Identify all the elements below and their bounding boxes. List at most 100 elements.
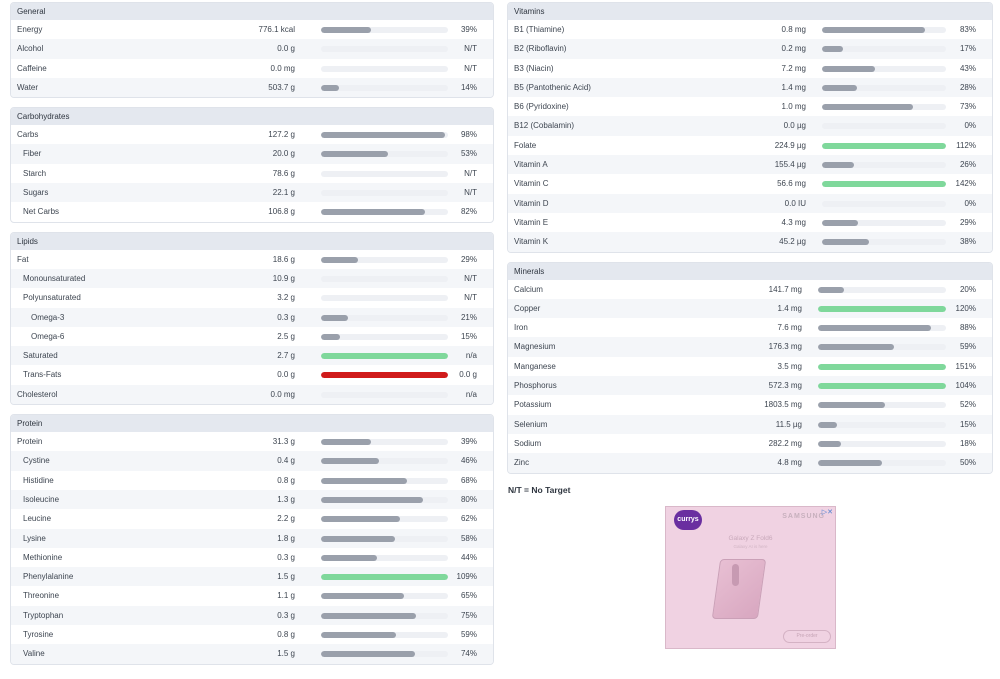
nutrient-row-vitamin-e: Vitamin E 4.3 mg 29% <box>508 213 992 232</box>
nutrient-row-net-carbs: Net Carbs 106.8 g 82% <box>11 202 493 221</box>
progress-bar <box>822 65 946 72</box>
nutrient-name: B3 (Niacin) <box>514 63 554 73</box>
nutrient-row-sodium: Sodium 282.2 mg 18% <box>508 434 992 453</box>
nutrient-row-omega-3: Omega-3 0.3 g 21% <box>11 307 493 327</box>
nutrient-row-tryptophan: Tryptophan 0.3 g 75% <box>11 605 493 626</box>
nutrient-amount: 3.5 mg <box>777 361 802 371</box>
progress-bar <box>818 325 946 332</box>
nutrient-name: Fiber <box>23 149 42 159</box>
nutrient-percent: 44% <box>460 552 477 562</box>
nutrient-amount: 1.0 mg <box>781 102 806 112</box>
nutrient-name: Threonine <box>23 591 60 601</box>
nutrient-amount: 0.0 IU <box>784 198 806 208</box>
nutrient-name: Potassium <box>514 400 552 410</box>
progress-fill <box>321 372 448 379</box>
nutrient-name: Cystine <box>23 456 50 466</box>
nutrient-name: Omega-3 <box>31 312 65 322</box>
progress-fill <box>818 460 882 467</box>
nutrient-amount: 4.3 mg <box>781 217 806 227</box>
progress-fill <box>321 27 371 33</box>
nutrient-percent: N/T <box>464 273 477 283</box>
nutrient-percent: 142% <box>955 179 976 189</box>
progress-bar <box>822 162 946 169</box>
nutrient-amount: 45.2 µg <box>779 237 806 247</box>
nutrient-row-fiber: Fiber 20.0 g 53% <box>11 144 493 164</box>
progress-fill <box>818 383 946 390</box>
no-target-note: N/T = No Target <box>508 485 571 495</box>
nutrient-row-leucine: Leucine 2.2 g 62% <box>11 509 493 528</box>
nutrient-percent: 112% <box>956 140 976 150</box>
nutrient-name: Monounsaturated <box>23 273 86 283</box>
progress-bar <box>321 353 448 360</box>
progress-bar <box>822 104 946 111</box>
progress-bar <box>818 286 946 293</box>
adchoices-icon[interactable]: ▷✕ <box>821 509 833 516</box>
progress-fill <box>818 363 946 370</box>
nutrient-name: B1 (Thiamine) <box>514 25 565 34</box>
nutrient-amount: 0.8 g <box>277 630 295 640</box>
nutrient-percent: 59% <box>460 630 477 640</box>
nutrient-name: Histidine <box>23 475 54 485</box>
progress-bar <box>321 574 448 581</box>
nutrient-name: Alcohol <box>17 44 44 54</box>
minerals-header: Minerals <box>508 262 992 280</box>
nutrient-row-b5-pantothenic-acid: B5 (Pantothenic Acid) 1.4 mg 28% <box>508 77 992 98</box>
nutrient-row-caffeine: Caffeine 0.0 mg N/T <box>11 59 493 78</box>
nutrient-name: Trans-Fats <box>23 370 62 380</box>
progress-bar <box>321 84 448 91</box>
currys-logo[interactable]: currys <box>674 510 702 530</box>
nutrient-name: B12 (Cobalamin) <box>514 121 575 131</box>
nutrient-amount: 224.9 µg <box>774 140 806 150</box>
nutrient-percent: 15% <box>460 331 477 341</box>
progress-fill <box>321 256 358 263</box>
progress-bar <box>818 383 946 390</box>
progress-bar <box>321 535 448 542</box>
advertisement[interactable]: currys SAMSUNG ▷✕ Galaxy Z Fold6 Galaxy … <box>665 506 836 649</box>
nutrient-percent: n/a <box>465 351 477 361</box>
nutrient-row-alcohol: Alcohol 0.0 g N/T <box>11 39 493 59</box>
nutrient-row-b12-cobalamin: B12 (Cobalamin) 0.0 µg 0% <box>508 116 992 136</box>
nutrient-percent: 52% <box>959 400 976 410</box>
progress-bar <box>822 46 946 53</box>
nutrient-name: Caffeine <box>17 63 47 73</box>
nutrient-percent: N/T <box>464 44 477 54</box>
nutrient-name: Energy <box>17 25 43 34</box>
progress-fill <box>321 632 396 639</box>
nutrient-percent: 120% <box>955 303 976 313</box>
progress-fill <box>822 104 913 111</box>
nutrient-amount: 7.2 mg <box>781 63 806 73</box>
progress-bar <box>822 84 946 91</box>
nutrient-name: B6 (Pyridoxine) <box>514 102 569 112</box>
nutrient-row-manganese: Manganese 3.5 mg 151% <box>508 357 992 376</box>
nutrient-percent: 73% <box>959 102 976 112</box>
progress-fill <box>321 84 339 91</box>
nutrient-row-polyunsaturated: Polyunsaturated 3.2 g N/T <box>11 288 493 307</box>
nutrient-amount: 11.5 µg <box>775 419 802 429</box>
progress-fill <box>822 46 844 53</box>
nutrient-amount: 1.3 g <box>277 494 295 504</box>
progress-bar <box>822 123 946 130</box>
nutrient-percent: 50% <box>959 458 976 468</box>
progress-fill <box>321 132 446 139</box>
progress-bar <box>321 27 448 33</box>
nutrient-row-starch: Starch 78.6 g N/T <box>11 164 493 183</box>
nutrient-amount: 1803.5 mg <box>764 400 802 410</box>
nutrient-row-protein: Protein 31.3 g 39% <box>11 432 493 451</box>
nutrient-row-sugars: Sugars 22.1 g N/T <box>11 183 493 203</box>
nutrient-percent: 53% <box>460 149 477 159</box>
nutrient-percent: 98% <box>460 130 477 140</box>
progress-bar <box>321 46 448 53</box>
nutrient-percent: 17% <box>959 44 976 54</box>
nutrient-percent: 29% <box>959 217 976 227</box>
nutrient-row-vitamin-d: Vitamin D 0.0 IU 0% <box>508 193 992 213</box>
nutrient-name: Lysine <box>23 533 46 543</box>
nutrient-amount: 2.7 g <box>277 351 295 361</box>
protein-panel: Protein Protein 31.3 g 39% Cystine 0.4 g 46% Hi… <box>10 414 494 665</box>
progress-fill <box>818 286 844 293</box>
pre-order-button[interactable]: Pre-order <box>783 630 831 643</box>
nutrient-name: Phosphorus <box>514 381 557 391</box>
progress-bar <box>321 496 448 503</box>
nutrient-amount: 503.7 g <box>268 82 295 92</box>
progress-fill <box>321 651 415 658</box>
nutrient-row-iron: Iron 7.6 mg 88% <box>508 318 992 337</box>
